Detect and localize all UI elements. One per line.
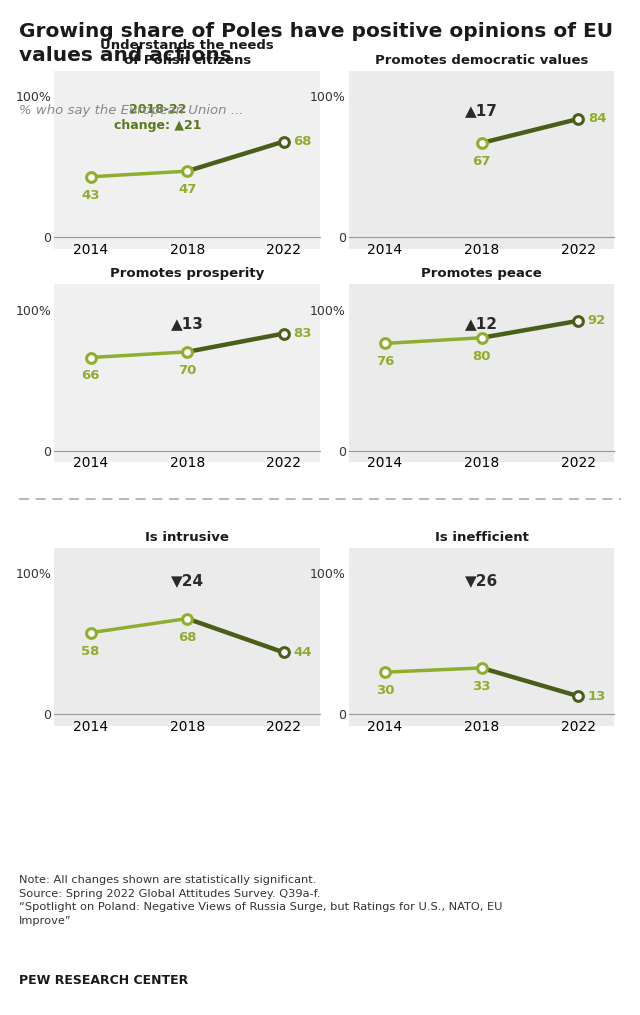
Text: ▲17: ▲17 [465, 104, 498, 119]
Title: Promotes prosperity: Promotes prosperity [110, 267, 264, 280]
Text: 66: 66 [81, 369, 100, 383]
Text: ▲13: ▲13 [171, 317, 204, 332]
Text: ▼26: ▼26 [465, 573, 498, 589]
Text: 70: 70 [178, 363, 196, 377]
Text: 80: 80 [472, 350, 491, 362]
Title: Is intrusive: Is intrusive [145, 531, 229, 544]
Text: 58: 58 [81, 645, 100, 658]
Title: Is inefficient: Is inefficient [435, 531, 529, 544]
Text: 47: 47 [178, 183, 196, 196]
Text: 30: 30 [376, 684, 394, 697]
Text: 76: 76 [376, 355, 394, 368]
Text: 92: 92 [588, 315, 606, 328]
Title: Promotes peace: Promotes peace [421, 267, 542, 280]
Text: 67: 67 [472, 155, 491, 167]
Text: 44: 44 [294, 646, 312, 659]
Text: 33: 33 [472, 680, 491, 693]
Text: ▼24: ▼24 [171, 573, 204, 589]
Text: 68: 68 [294, 135, 312, 148]
Text: 83: 83 [294, 327, 312, 340]
Text: Note: All changes shown are statistically significant.
Source: Spring 2022 Globa: Note: All changes shown are statisticall… [19, 875, 502, 926]
Title: Promotes democratic values: Promotes democratic values [375, 54, 588, 67]
Text: % who say the European Union ...: % who say the European Union ... [19, 104, 244, 117]
Text: 84: 84 [588, 113, 606, 126]
Text: 13: 13 [588, 689, 606, 702]
Text: 68: 68 [178, 630, 196, 644]
Text: ▲12: ▲12 [465, 317, 498, 332]
Text: 43: 43 [81, 189, 100, 202]
Text: 2018-22
change: ▲21: 2018-22 change: ▲21 [115, 104, 202, 133]
Text: Growing share of Poles have positive opinions of EU
values and actions: Growing share of Poles have positive opi… [19, 22, 613, 65]
Title: Understands the needs
of Polish citizens: Understands the needs of Polish citizens [100, 40, 274, 67]
Text: PEW RESEARCH CENTER: PEW RESEARCH CENTER [19, 973, 188, 987]
